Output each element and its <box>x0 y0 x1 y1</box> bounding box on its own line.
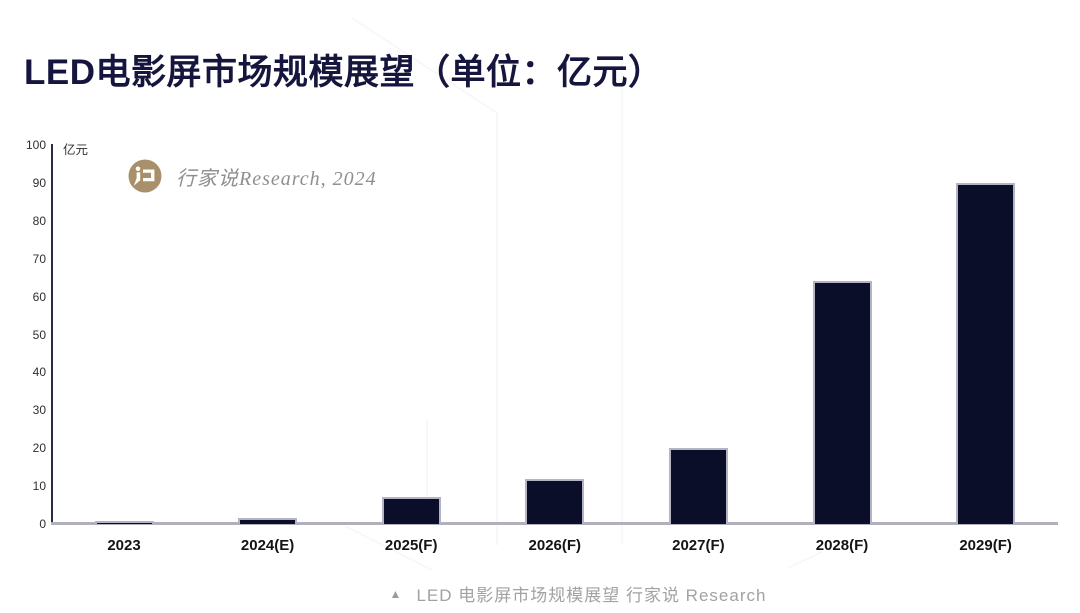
page-title: LED电影屏市场规模展望（单位：亿元） <box>24 53 664 92</box>
y-tick-label: 50 <box>32 327 46 342</box>
hangjiashuo-logo-icon <box>128 159 162 193</box>
y-tick-label: 80 <box>32 213 46 228</box>
x-tick-label-2029(F): 2029(F) <box>959 537 1012 554</box>
y-tick-label: 60 <box>32 289 46 304</box>
bar-2027(F) <box>668 448 728 524</box>
x-tick-label-2026(F): 2026(F) <box>528 537 582 554</box>
y-axis-unit-label: 亿元 <box>63 143 89 157</box>
bar-2029(F) <box>956 182 1016 524</box>
y-tick-label: 40 <box>32 365 46 380</box>
figure-caption-text: LED 电影屏市场规模展望 行家说 Research <box>416 586 767 605</box>
x-tick-label-2028(F): 2028(F) <box>815 537 869 554</box>
x-tick-label-2024(E): 2024(E) <box>240 537 295 554</box>
x-tick-label-2027(F): 2027(F) <box>672 537 725 554</box>
y-tick-label: 30 <box>32 403 46 418</box>
y-tick-label: 20 <box>32 441 46 456</box>
y-tick-label: 10 <box>32 479 46 494</box>
bar-2028(F) <box>812 281 872 524</box>
y-tick-label: 70 <box>32 251 46 266</box>
figure-caption: ▲ LED 电影屏市场规模展望 行家说 Research <box>38 581 1080 606</box>
x-tick-label-2023: 2023 <box>107 537 141 554</box>
triangle-marker-icon: ▲ <box>389 586 402 601</box>
brand-watermark-text: 行家说Research, 2024 <box>176 167 377 190</box>
brand-watermark: 行家说Research, 2024 <box>128 159 377 193</box>
y-axis-line <box>51 144 53 524</box>
bar-2023 <box>94 521 154 524</box>
x-tick-label-2025(F): 2025(F) <box>384 537 438 554</box>
bar-2024(E) <box>238 518 298 524</box>
y-tick-label: 90 <box>32 175 46 190</box>
bar-2025(F) <box>381 497 441 524</box>
bar-2026(F) <box>525 478 585 524</box>
y-tick-label: 100 <box>25 138 46 152</box>
y-tick-label: 0 <box>39 517 46 531</box>
